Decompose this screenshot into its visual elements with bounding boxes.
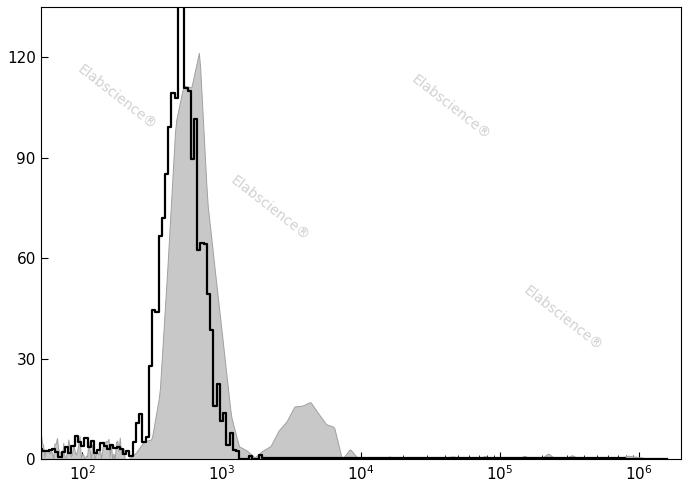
Text: Elabscience®: Elabscience® — [409, 73, 493, 143]
Text: Elabscience®: Elabscience® — [521, 284, 605, 354]
Text: Elabscience®: Elabscience® — [75, 62, 160, 132]
Text: Elabscience®: Elabscience® — [228, 173, 312, 243]
